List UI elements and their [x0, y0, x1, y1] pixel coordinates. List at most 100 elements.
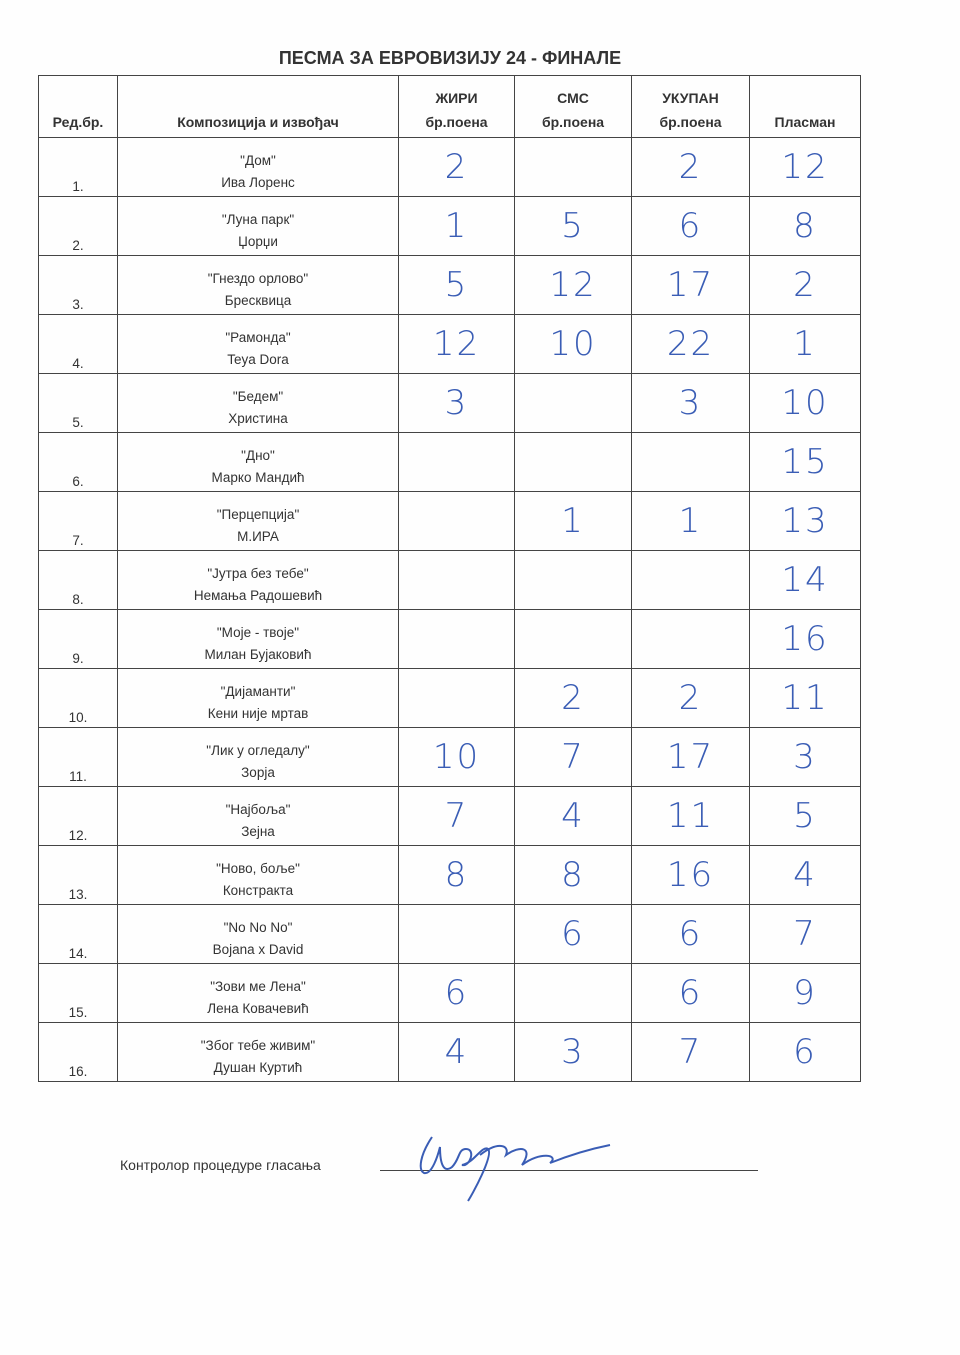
placement: 1: [749, 314, 861, 374]
artist-name: Кени није мртав: [207, 706, 309, 721]
artist-name: Ива Лоренс: [221, 175, 295, 190]
jury-points: [398, 491, 515, 551]
handwritten-value: 6: [678, 914, 703, 954]
artist-name: Лена Ковачевић: [207, 1001, 309, 1016]
artist-name: Душан Куртић: [213, 1060, 303, 1075]
placement: 13: [749, 491, 861, 551]
total-points: 17: [631, 727, 750, 787]
handwritten-value: 16: [781, 619, 829, 659]
sms-points: 6: [514, 904, 632, 964]
handwritten-value: 1: [444, 206, 469, 246]
total-points: [631, 432, 750, 492]
row-number: 7.: [38, 491, 118, 551]
song-title: "Рамонда": [225, 330, 291, 345]
handwritten-value: 2: [793, 265, 817, 305]
handwritten-value: 6: [561, 914, 585, 954]
placement: 6: [749, 1022, 861, 1082]
total-points: [631, 609, 750, 669]
song-title: "Луна парк": [221, 212, 295, 227]
table-row: 5. "Бедем" Христина 3 3 10: [38, 373, 861, 433]
sms-points: 7: [514, 727, 632, 787]
row-number: 13.: [38, 845, 118, 905]
artist-name: Зорја: [241, 765, 275, 780]
artist-name: Милан Бујаковић: [204, 647, 312, 662]
jury-points: [398, 432, 515, 492]
table-row: 8. "Јутра без тебе" Немања Радошевић 14: [38, 550, 861, 610]
total-points: 1: [631, 491, 750, 551]
handwritten-value: 12: [549, 265, 597, 305]
composition-cell: "Бедем" Христина: [117, 373, 399, 433]
song-title: "Моје - твоје": [216, 625, 300, 640]
sms-points: [514, 137, 632, 197]
jury-points: 10: [398, 727, 515, 787]
table-header: Ред.бр. Композиција и извођач ЖИРИ бр.пое…: [38, 75, 861, 138]
total-points: 22: [631, 314, 750, 374]
total-points: 6: [631, 904, 750, 964]
table-row: 3. "Гнездо орлово" Бресквица 5 12 17 2: [38, 255, 861, 315]
handwritten-value: 6: [678, 973, 703, 1013]
handwritten-value: 10: [549, 324, 597, 364]
handwritten-value: 3: [444, 383, 469, 423]
header-sms: СМС бр.поена: [514, 75, 632, 138]
handwritten-value: 14: [781, 560, 829, 600]
artist-name: Бресквица: [224, 293, 292, 308]
song-title: "Гнездо орлово": [207, 271, 309, 286]
sms-points: 2: [514, 668, 632, 728]
placement: 5: [749, 786, 861, 846]
composition-cell: "Гнездо орлово" Бресквица: [117, 255, 399, 315]
sms-points: [514, 550, 632, 610]
handwritten-value: 15: [781, 442, 829, 482]
header-total: УКУПАН бр.поена: [631, 75, 750, 138]
handwritten-value: 1: [793, 324, 817, 364]
artist-name: Немања Радошевић: [193, 588, 323, 603]
total-points: [631, 550, 750, 610]
composition-cell: "No No No" Bojana x David: [117, 904, 399, 964]
placement: 12: [749, 137, 861, 197]
handwritten-value: 6: [444, 973, 469, 1013]
row-number: 3.: [38, 255, 118, 315]
handwritten-value: 5: [561, 206, 585, 246]
sms-points: 1: [514, 491, 632, 551]
jury-points: [398, 609, 515, 669]
total-points: 11: [631, 786, 750, 846]
composition-cell: "Рамонда" Teya Dora: [117, 314, 399, 374]
handwritten-value: 2: [444, 147, 469, 187]
handwritten-value: 4: [561, 796, 585, 836]
handwritten-value: 7: [678, 1032, 703, 1072]
artist-name: Teya Dora: [227, 352, 289, 367]
composition-cell: "Ново, боље" Констракта: [117, 845, 399, 905]
total-points: 16: [631, 845, 750, 905]
row-number: 11.: [38, 727, 118, 787]
handwritten-value: 8: [444, 855, 469, 895]
handwritten-value: 6: [793, 1032, 817, 1072]
header-place: Пласман: [749, 75, 861, 138]
composition-cell: "Лик у огледалу" Зорја: [117, 727, 399, 787]
jury-points: 3: [398, 373, 515, 433]
song-title: "No No No": [223, 920, 293, 935]
sms-points: 5: [514, 196, 632, 256]
artist-name: Bojana x David: [212, 942, 304, 957]
header-sms-line1: СМС: [557, 90, 589, 106]
total-points: 17: [631, 255, 750, 315]
handwritten-value: 11: [781, 678, 829, 718]
composition-cell: "Луна парк" Џорџи: [117, 196, 399, 256]
jury-points: 7: [398, 786, 515, 846]
sms-points: 3: [514, 1022, 632, 1082]
handwritten-value: 10: [781, 383, 829, 423]
sms-points: [514, 609, 632, 669]
placement: 10: [749, 373, 861, 433]
jury-points: [398, 904, 515, 964]
composition-cell: "Зови ме Лена" Лена Ковачевић: [117, 963, 399, 1023]
handwritten-value: 2: [561, 678, 585, 718]
composition-cell: "Јутра без тебе" Немања Радошевић: [117, 550, 399, 610]
composition-cell: "Због тебе живим" Душан Куртић: [117, 1022, 399, 1082]
artist-name: М.ИРА: [237, 529, 279, 544]
song-title: "Дом": [240, 153, 276, 168]
table-row: 9. "Моје - твоје" Милан Бујаковић 16: [38, 609, 861, 669]
row-number: 15.: [38, 963, 118, 1023]
artist-name: Џорџи: [238, 234, 278, 249]
row-number: 12.: [38, 786, 118, 846]
handwritten-value: 17: [666, 265, 715, 305]
table-row: 1. "Дом" Ива Лоренс 2 2 12: [38, 137, 861, 197]
table-row: 12. "Најбоља" Зејна 7 4 11 5: [38, 786, 861, 846]
